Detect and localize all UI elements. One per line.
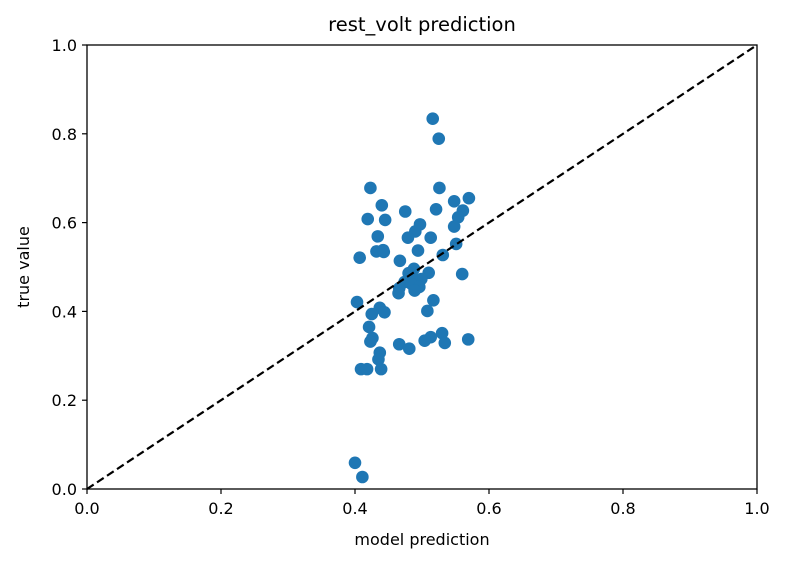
data-point [461, 333, 475, 346]
x-tick-label: 0.8 [610, 499, 635, 518]
x-tick-label: 0.6 [476, 499, 501, 518]
data-point [353, 251, 366, 264]
data-point [435, 326, 449, 340]
data-point [424, 231, 438, 244]
x-tick-label: 0.2 [208, 499, 233, 518]
data-point [418, 334, 431, 348]
data-point [408, 284, 421, 297]
data-point [429, 202, 443, 216]
data-point [364, 335, 377, 348]
data-point [438, 336, 452, 350]
data-point [377, 245, 391, 259]
data-point [421, 304, 434, 318]
data-point [401, 231, 415, 244]
data-point [436, 248, 450, 262]
x-tick-label: 1.0 [744, 499, 769, 518]
y-tick-label: 0.0 [52, 480, 77, 499]
plot-area: 0.0 0.2 0.4 0.6 0.8 1.0 0.0 0.2 0.4 0.6 0.8 1.0 [52, 36, 770, 518]
y-tick-label: 0.6 [52, 214, 77, 233]
y-tick-label: 1.0 [52, 36, 77, 55]
data-point [393, 254, 407, 268]
data-point [374, 362, 388, 376]
data-point [362, 320, 376, 334]
data-point [447, 194, 461, 208]
data-point [350, 295, 364, 309]
data-point [427, 294, 440, 307]
data-point [462, 191, 476, 205]
axes-frame [86, 44, 758, 490]
y-tick-label: 0.2 [52, 391, 77, 410]
reference-line [86, 44, 758, 490]
y-tick-label: 0.8 [52, 125, 77, 144]
data-point [378, 213, 392, 227]
y-axis-label: true value [14, 226, 33, 308]
data-point [371, 230, 385, 243]
data-point [364, 181, 377, 195]
data-point [348, 456, 362, 470]
data-point [426, 112, 440, 126]
data-point [365, 307, 379, 321]
x-axis-label: model prediction [354, 530, 489, 549]
data-point [378, 305, 391, 319]
data-point [402, 342, 416, 355]
data-point [455, 267, 469, 281]
data-point [360, 362, 374, 376]
data-point [356, 470, 369, 484]
data-point [411, 244, 425, 257]
data-point [361, 212, 375, 226]
chart-title: rest_volt prediction [328, 13, 516, 36]
data-point [398, 205, 412, 218]
data-point [392, 286, 405, 300]
data-point [432, 132, 446, 145]
x-tick-label: 0.4 [342, 499, 367, 518]
data-point [372, 353, 385, 366]
data-point [433, 181, 446, 195]
y-tick-label: 0.4 [52, 302, 77, 321]
data-point [392, 337, 406, 351]
x-tick-label: 0.0 [74, 499, 99, 518]
data-point [375, 198, 389, 212]
data-point [447, 220, 461, 233]
